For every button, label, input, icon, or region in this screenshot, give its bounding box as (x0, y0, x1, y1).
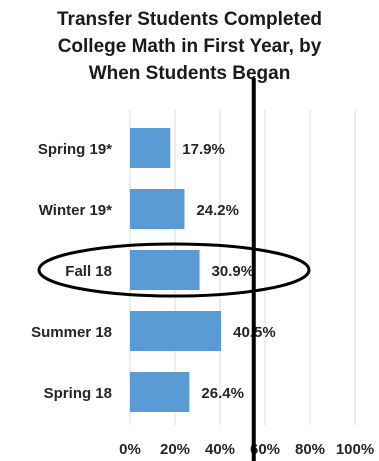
x-tick-labels: 0% 20% 40% 60% 80% 100% (119, 441, 374, 458)
category-label: Spring 18 (44, 385, 112, 402)
data-label: 24.2% (196, 202, 239, 219)
x-tick-label: 40% (205, 441, 235, 458)
x-tick-label: 0% (119, 441, 141, 458)
bars (130, 128, 222, 412)
bar (130, 372, 190, 412)
chart-title-line: When Students Began (88, 63, 291, 84)
x-tick-label: 60% (250, 441, 280, 458)
bar (130, 311, 222, 351)
category-labels: Spring 19* Winter 19* Fall 18 Summer 18 Spri… (31, 141, 112, 402)
category-label: Winter 19* (39, 202, 112, 219)
x-tick-label: 100% (336, 441, 374, 458)
category-label: Fall 18 (65, 263, 112, 280)
chart-title-line: Transfer Students Completed (57, 9, 322, 30)
data-label: 26.4% (201, 385, 244, 402)
category-label: Summer 18 (31, 324, 112, 341)
data-label: 17.9% (182, 141, 225, 158)
data-label: 30.9% (212, 263, 255, 280)
x-tick-label: 20% (160, 441, 190, 458)
highlight-ellipse (37, 242, 311, 298)
annotations (37, 78, 311, 461)
x-tick-label: 80% (295, 441, 325, 458)
data-labels: 17.9%24.2%30.9%40.5%26.4% (182, 141, 275, 402)
category-label: Spring 19* (38, 141, 112, 158)
bar (130, 128, 171, 168)
chart-title-line: College Math in First Year, by (57, 36, 322, 57)
bar (130, 189, 185, 229)
bar (130, 250, 200, 290)
chart-title: Transfer Students Completed College Math… (0, 6, 379, 87)
